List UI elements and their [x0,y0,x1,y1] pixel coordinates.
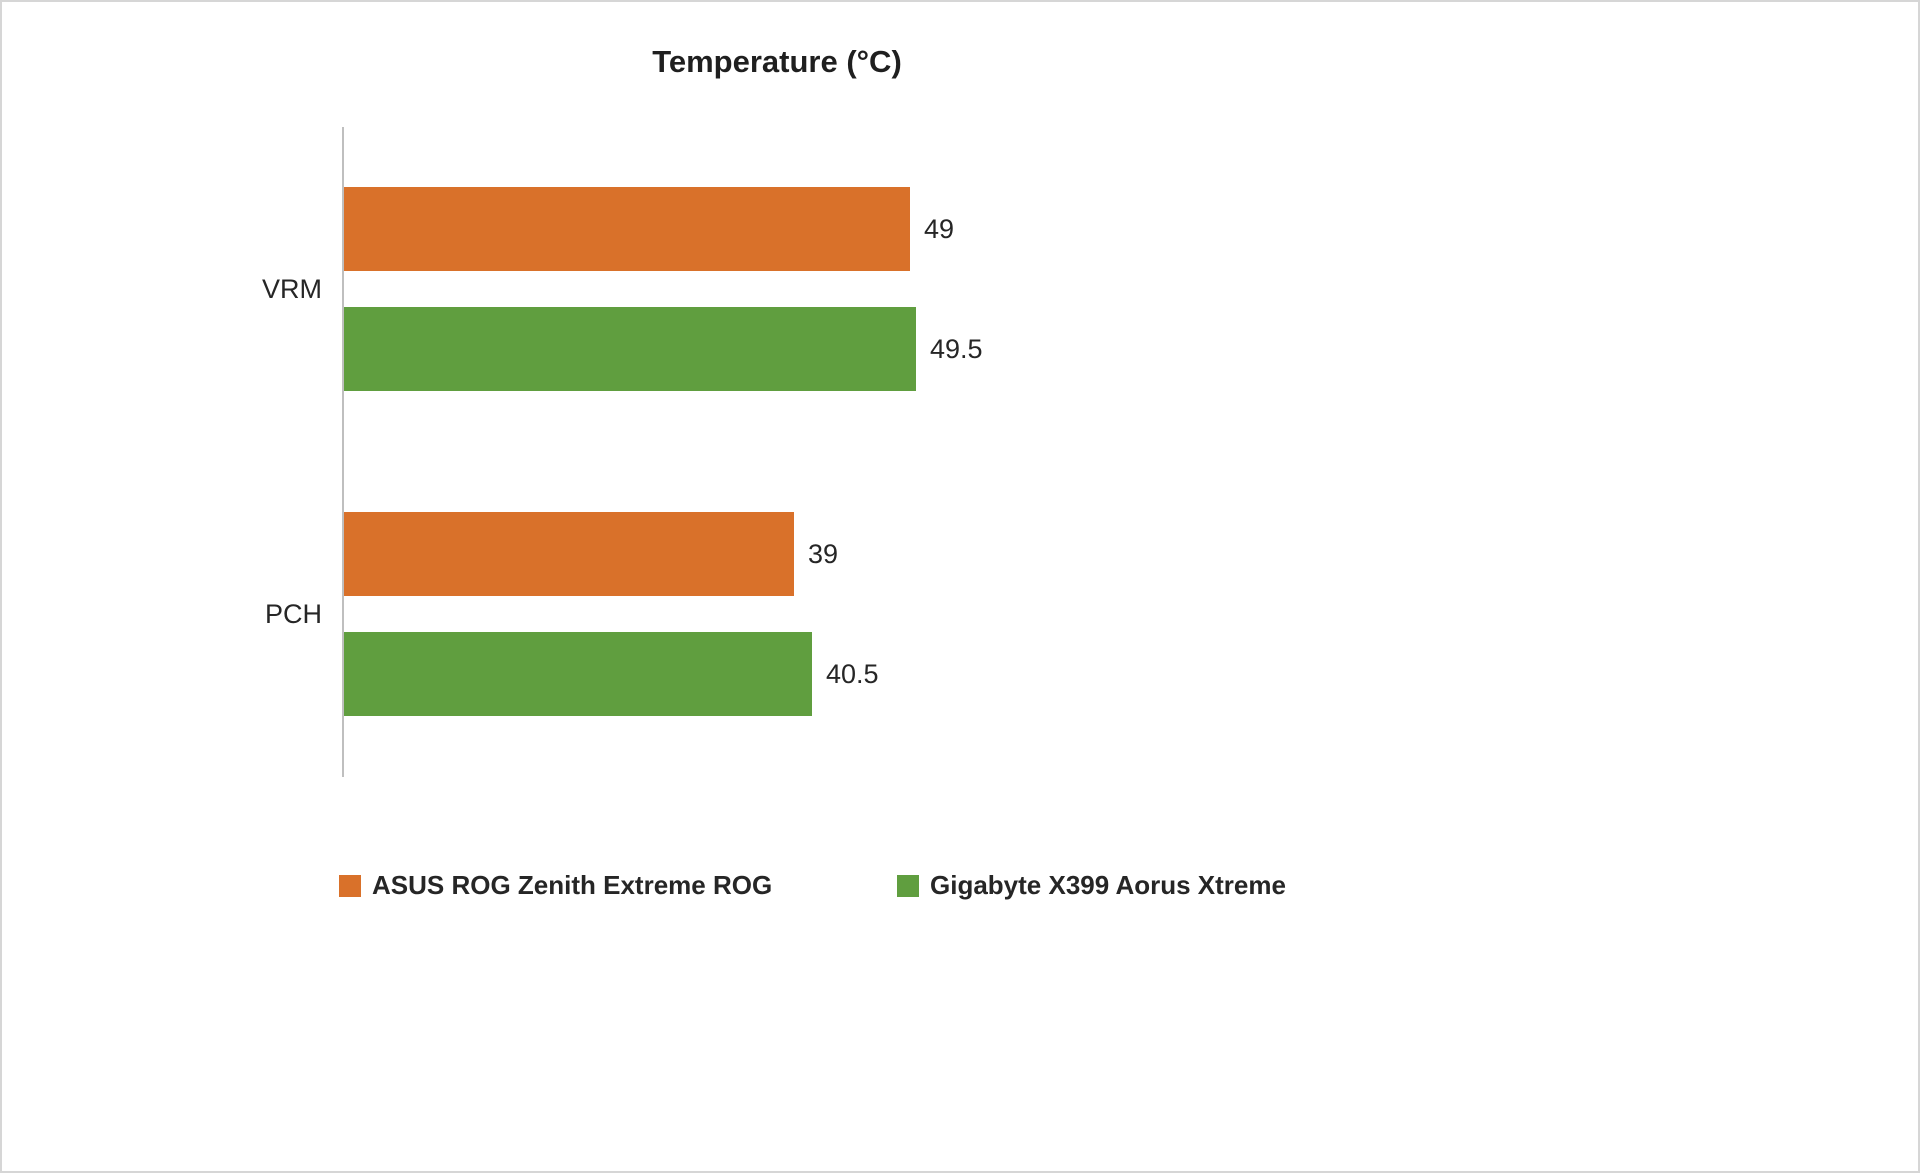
legend-label: ASUS ROG Zenith Extreme ROG [372,870,773,900]
value-label: 49 [924,214,955,244]
legend-label: Gigabyte X399 Aorus Xtreme [930,870,1286,900]
category-label: PCH [264,599,322,629]
chart-title: Temperature (°C) [652,44,902,79]
legend-item: ASUS ROG Zenith Extreme ROG [339,870,772,901]
y-axis-line [342,127,344,777]
bar [344,307,916,391]
category-label: VRM [262,274,322,304]
value-label: 49.5 [930,334,983,364]
bar [344,512,794,596]
value-label: 39 [808,539,839,569]
value-label: 40.5 [826,659,879,689]
legend-swatch-icon [897,874,919,897]
bar [344,632,812,716]
bar [344,187,910,271]
legend-swatch-icon [339,874,361,897]
legend-item: Gigabyte X399 Aorus Xtreme [897,870,1286,901]
